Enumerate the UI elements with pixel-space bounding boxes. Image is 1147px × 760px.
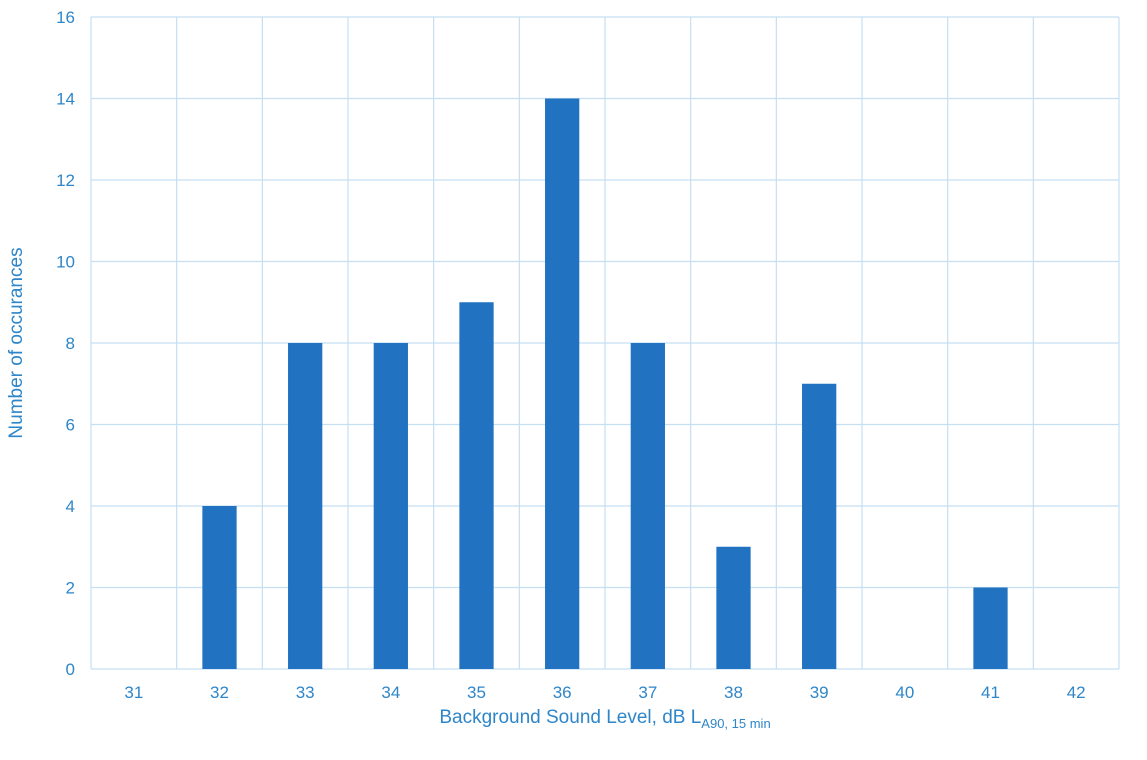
y-axis-ticks: 0 2 4 6 8 10 12 14 16	[56, 8, 75, 679]
y-tick-label: 12	[56, 171, 75, 190]
x-tick-label: 39	[810, 683, 829, 702]
y-tick-label: 10	[56, 253, 75, 272]
x-tick-label: 36	[553, 683, 572, 702]
x-tick-label: 32	[210, 683, 229, 702]
x-axis-title-subscript: A90, 15 min	[701, 716, 770, 731]
x-tick-label: 33	[296, 683, 315, 702]
bar-36	[545, 98, 580, 669]
bar-37	[630, 343, 665, 669]
y-tick-label: 14	[56, 90, 75, 109]
y-tick-label: 2	[66, 579, 75, 598]
x-axis-ticks: 31 32 33 34 35 36 37 38 39 40 41 42	[124, 683, 1085, 702]
bars	[202, 98, 1008, 669]
x-axis-title-main: Background Sound Level, dB L	[439, 707, 701, 728]
y-tick-label: 8	[66, 334, 75, 353]
x-tick-label: 34	[381, 683, 400, 702]
x-tick-label: 42	[1067, 683, 1086, 702]
bar-39	[802, 383, 837, 669]
y-tick-label: 0	[66, 660, 75, 679]
y-tick-label: 16	[56, 8, 75, 27]
x-tick-label: 31	[124, 683, 143, 702]
bar-38	[716, 546, 751, 669]
x-tick-label: 37	[638, 683, 657, 702]
y-tick-label: 4	[66, 497, 75, 516]
bar-32	[202, 506, 237, 669]
x-tick-label: 35	[467, 683, 486, 702]
bar-34	[373, 343, 408, 669]
bar-35	[459, 302, 494, 669]
x-tick-label: 38	[724, 683, 743, 702]
bar-33	[288, 343, 323, 669]
x-tick-label: 40	[895, 683, 914, 702]
y-axis-title: Number of occurances	[6, 247, 27, 438]
y-tick-label: 6	[66, 416, 75, 435]
grid	[90, 16, 1120, 670]
x-axis-title: Background Sound Level, dB LA90, 15 min	[439, 707, 770, 731]
bar-41	[973, 587, 1008, 669]
x-tick-label: 41	[981, 683, 1000, 702]
